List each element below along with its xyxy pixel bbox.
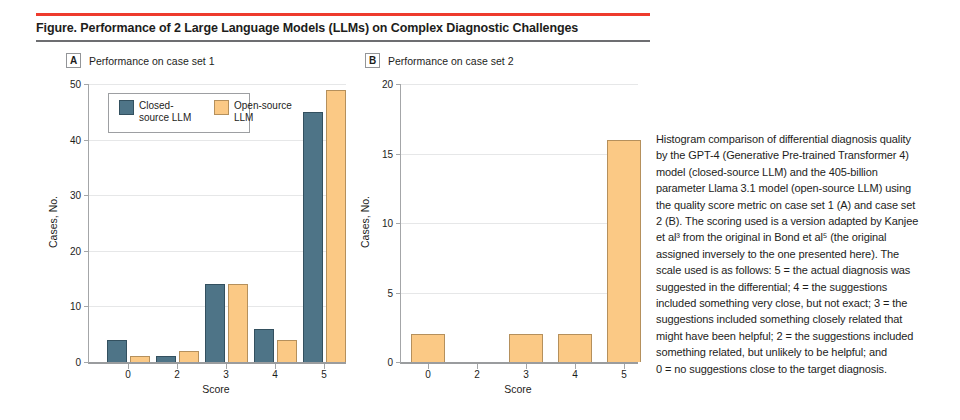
figure-title: Figure. Performance of 2 Large Language … <box>36 21 650 35</box>
y-tick-mark <box>396 223 401 224</box>
open-source-bar <box>558 334 592 362</box>
y-tick-mark <box>396 362 401 363</box>
open-source-bar <box>228 284 248 362</box>
closed-source-bar <box>205 284 225 362</box>
x-tick-label: 0 <box>113 369 143 380</box>
y-tick-mark <box>84 84 89 85</box>
y-tick-label: 30 <box>53 190 81 201</box>
gridline <box>401 84 638 85</box>
y-tick-mark <box>84 195 89 196</box>
panel-a-title: Performance on case set 1 <box>89 55 214 67</box>
caption-line: suggestions included something closely r… <box>656 311 956 327</box>
y-tick-mark <box>396 84 401 85</box>
legend-item: Open-source LLM <box>214 100 296 132</box>
x-tick-label: 3 <box>211 369 241 380</box>
closed-source-bar <box>107 340 127 362</box>
legend-item: Closed-source LLM <box>119 100 201 132</box>
chart-legend: Closed-source LLMOpen-source LLM <box>108 93 250 133</box>
y-tick-label: 20 <box>365 79 393 90</box>
caption-line: by the GPT-4 (Generative Pre-trained Tra… <box>656 147 956 163</box>
x-tick-label: 0 <box>413 369 443 380</box>
panel-a-plot-area: 0102030405002345Closed-source LLMOpen-so… <box>88 84 346 364</box>
open-source-bar <box>326 90 346 362</box>
open-source-bar <box>509 334 543 362</box>
x-tick-label: 5 <box>309 369 339 380</box>
caption-line: the quality score metric on case set 1 (… <box>656 197 956 213</box>
y-tick-label: 15 <box>365 148 393 159</box>
gridline <box>401 154 638 155</box>
caption-line: scale used is as follows: 5 = the actual… <box>656 262 956 278</box>
y-tick-mark <box>84 251 89 252</box>
y-tick-label: 20 <box>53 245 81 256</box>
legend-label: Open-source LLM <box>234 100 296 132</box>
y-tick-label: 0 <box>365 357 393 368</box>
caption-line: 2 (B). The scoring used is a version ada… <box>656 213 956 229</box>
open-source-swatch <box>214 100 229 115</box>
panel-a-letter-badge: A <box>66 53 81 68</box>
caption-line: 0 = no suggestions close to the target d… <box>656 361 956 377</box>
x-tick-label: 3 <box>511 369 541 380</box>
caption-line: Histogram comparison of differential dia… <box>656 131 956 147</box>
y-tick-label: 5 <box>365 287 393 298</box>
y-tick-label: 50 <box>53 79 81 90</box>
y-tick-label: 0 <box>53 357 81 368</box>
open-source-bar <box>179 351 199 362</box>
closed-source-bar <box>156 356 176 362</box>
caption-line: suggested in the differential; 4 = the s… <box>656 279 956 295</box>
x-tick-label: 4 <box>560 369 590 380</box>
x-tick-label: 2 <box>162 369 192 380</box>
caption-line: something related, but unlikely to be he… <box>656 344 956 360</box>
x-tick-label: 5 <box>609 369 639 380</box>
panel-a-x-axis-label: Score <box>186 383 246 395</box>
open-source-bar <box>411 334 445 362</box>
caption-line: assigned inversely to the one presented … <box>656 246 956 262</box>
top-red-rule <box>36 13 650 16</box>
y-tick-mark <box>396 154 401 155</box>
x-tick-label: 2 <box>462 369 492 380</box>
caption-line: model (closed-source LLM) and the 405-bi… <box>656 164 956 180</box>
panel-b-letter-badge: B <box>365 53 380 68</box>
panel-b-title: Performance on case set 2 <box>388 55 513 67</box>
figure-caption: Histogram comparison of differential dia… <box>656 131 956 377</box>
caption-line: parameter Llama 3.1 model (open-source L… <box>656 180 956 196</box>
y-tick-label: 40 <box>53 134 81 145</box>
y-tick-mark <box>84 140 89 141</box>
y-tick-label: 10 <box>53 301 81 312</box>
x-tick-label: 4 <box>260 369 290 380</box>
open-source-bar <box>277 340 297 362</box>
closed-source-swatch <box>119 100 134 115</box>
caption-line: included something very close, but not e… <box>656 295 956 311</box>
y-tick-mark <box>84 306 89 307</box>
y-tick-mark <box>84 362 89 363</box>
panel-b-header: B Performance on case set 2 <box>365 53 513 68</box>
figure-page: Figure. Performance of 2 Large Language … <box>0 0 960 420</box>
open-source-bar <box>130 356 150 362</box>
closed-source-bar <box>303 112 323 362</box>
panel-b-x-axis-label: Score <box>488 383 548 395</box>
legend-label: Closed-source LLM <box>139 100 201 132</box>
panel-b-plot-area: 0510152002345 <box>400 84 638 364</box>
gridline <box>89 84 346 85</box>
gridline <box>401 223 638 224</box>
y-tick-mark <box>396 293 401 294</box>
panel-a-header: A Performance on case set 1 <box>66 53 214 68</box>
gridline <box>401 293 638 294</box>
y-tick-label: 10 <box>365 218 393 229</box>
closed-source-bar <box>254 329 274 362</box>
title-divider <box>36 40 650 42</box>
caption-line: et al³ from the original in Bond et al⁵ … <box>656 229 956 245</box>
open-source-bar <box>607 140 641 362</box>
caption-line: might have been helpful; 2 = the suggest… <box>656 328 956 344</box>
